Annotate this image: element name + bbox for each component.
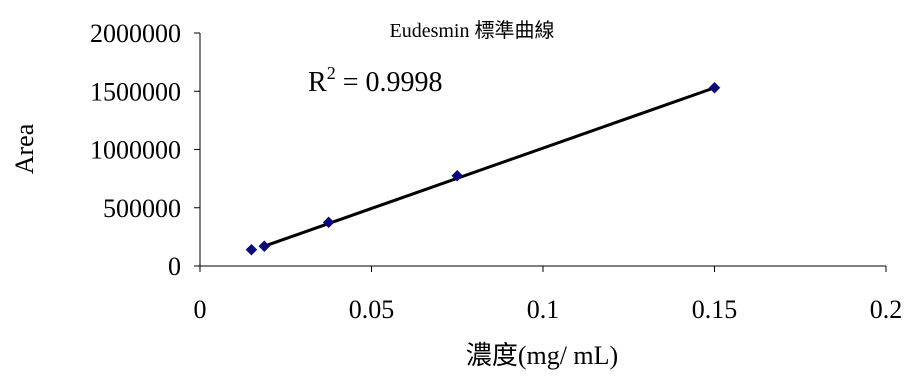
data-point [708, 81, 721, 94]
x-tick-label: 0.05 [349, 295, 395, 324]
y-tick-label: 1000000 [90, 136, 181, 165]
trendline [263, 86, 715, 248]
data-point [258, 240, 271, 253]
x-tick-label: 0.15 [692, 295, 738, 324]
r-squared-superscript: 2 [327, 63, 336, 83]
axes [194, 32, 887, 272]
x-tick-label: 0 [194, 295, 207, 324]
r-squared-annotation: R2 = 0.9998 [308, 63, 442, 98]
data-point [245, 243, 258, 256]
y-tick-label: 1500000 [90, 77, 181, 106]
r-squared-value: = 0.9998 [336, 67, 443, 98]
y-tick-label: 2000000 [90, 19, 181, 48]
data-point [322, 216, 335, 229]
x-axis-label: 濃度(mg/ mL) [466, 341, 618, 370]
x-tick-label: 0.1 [527, 295, 560, 324]
y-tick-label: 500000 [103, 194, 181, 223]
chart-title: Eudesmin 標準曲線 [390, 19, 555, 42]
x-tick-label: 0.2 [870, 295, 903, 324]
r-squared-base: R [308, 67, 327, 98]
data-point [451, 169, 464, 182]
x-tick-labels: 0 0.05 0.1 0.15 0.2 [194, 295, 903, 324]
y-axis-label: Area [10, 123, 39, 174]
y-tick-label: 0 [168, 252, 181, 281]
y-tick-labels: 0 500000 1000000 1500000 2000000 [90, 19, 181, 281]
plot-area [245, 81, 721, 256]
